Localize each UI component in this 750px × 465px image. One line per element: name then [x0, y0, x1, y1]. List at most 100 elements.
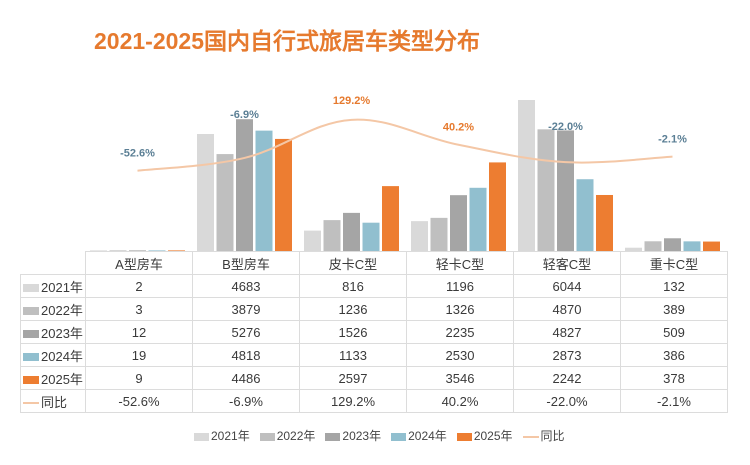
legend-key-icon: [23, 284, 39, 293]
legend-item-2023年: 2023年: [325, 427, 381, 444]
chart-title: 2021-2025国内自行式旅居车类型分布: [94, 28, 480, 54]
bar-2021年-A型房车: [90, 250, 107, 251]
bar-2023年-B型房车: [236, 119, 253, 252]
bar-2024年-重卡C型: [683, 241, 701, 251]
bar-key-icon: [259, 432, 275, 441]
table-cell: 2235: [406, 320, 514, 344]
table-cell: 12: [85, 320, 193, 344]
bars-group: [90, 100, 720, 252]
row-label: 2021年: [41, 279, 83, 295]
bar-key-icon: [325, 432, 341, 441]
table-row: 2021年 2 4683 816 1196 6044 132: [20, 274, 728, 298]
bar-2024年-轻卡C型: [469, 187, 487, 251]
row-label: 同比: [41, 394, 68, 410]
table-cell: 2: [85, 274, 193, 298]
column-header: 重卡C型: [620, 251, 728, 275]
table-cell: 19: [85, 343, 193, 367]
bar-2022年-重卡C型: [644, 241, 662, 251]
row-header: 2022年: [20, 297, 86, 321]
bar-2024年-轻客C型: [576, 179, 594, 251]
legend-key-icon: [23, 330, 39, 339]
row-header: 同比: [20, 389, 86, 413]
table-cell: 389: [620, 297, 728, 321]
bar-2024年-皮卡C型: [362, 222, 380, 251]
bar-2023年-轻卡C型: [450, 195, 467, 251]
legend-label: 2025年: [473, 429, 513, 443]
row-label: 2022年: [41, 302, 83, 318]
data-table: A型房车 B型房车 皮卡C型 轻卡C型 轻客C型 重卡C型 2021年 2 4683 816 119…: [20, 251, 728, 413]
bar-key-icon: [194, 432, 209, 441]
bar-2021年-B型房车: [197, 134, 214, 251]
bar-2025年-重卡C型: [703, 241, 720, 251]
legend-key-icon: [23, 402, 39, 405]
legend-item-2021年: 2021年: [194, 427, 250, 444]
bar-2025年-轻客C型: [596, 194, 613, 251]
yoy-label-B型房车: -6.9%: [230, 109, 259, 121]
legend: 2021年 2022年 2023年 2024年 2025年 同比: [194, 427, 575, 444]
table-cell: 3546: [406, 366, 514, 390]
table-corner: [20, 251, 86, 275]
table-cell: -6.9%: [192, 389, 300, 413]
table-cell: -2.1%: [620, 389, 728, 413]
table-cell: 1326: [406, 297, 514, 321]
table-cell: 4818: [192, 343, 300, 367]
yoy-line: [137, 118, 673, 172]
bar-2025年-B型房车: [275, 138, 292, 251]
table-cell: 1236: [299, 297, 407, 321]
row-header: 2023年: [20, 320, 86, 344]
line-labels-group: -52.6% -6.9% 129.2% 40.2% -22.0% -2.1%: [120, 95, 687, 160]
table-cell: 386: [620, 343, 728, 367]
legend-label: 2023年: [342, 429, 382, 443]
table-row: 2022年 3 3879 1236 1326 4870 389: [20, 297, 728, 321]
legend-label: 2021年: [211, 429, 250, 443]
table-cell: 2873: [513, 343, 621, 367]
bar-2022年-A型房车: [109, 250, 127, 251]
yoy-label-皮卡C型: 129.2%: [333, 95, 371, 107]
table-row: 2023年 12 5276 1526 2235 4827 509: [20, 320, 728, 344]
row-header: 2021年: [20, 274, 86, 298]
table-cell: 2597: [299, 366, 407, 390]
row-header: 2025年: [20, 366, 86, 390]
table-row: 2025年 9 4486 2597 3546 2242 378: [20, 366, 728, 390]
bar-2025年-A型房车: [168, 250, 185, 251]
table-cell: 6044: [513, 274, 621, 298]
table-cell: 9: [85, 366, 193, 390]
column-header: A型房车: [85, 251, 193, 275]
yoy-label-轻客C型: -22.0%: [548, 121, 583, 133]
line-key-icon: [522, 435, 539, 438]
table-cell: 4870: [513, 297, 621, 321]
table-cell: 509: [620, 320, 728, 344]
row-label: 2023年: [41, 325, 83, 341]
bar-2023年-A型房车: [129, 250, 146, 251]
table-cell: 4486: [192, 366, 300, 390]
legend-label: 同比: [540, 429, 565, 443]
bar-2021年-皮卡C型: [304, 230, 321, 251]
table-cell: 2530: [406, 343, 514, 367]
legend-key-icon: [23, 353, 39, 362]
table-cell: 2242: [513, 366, 621, 390]
column-header: B型房车: [192, 251, 300, 275]
legend-key-icon: [23, 376, 39, 385]
bar-2021年-重卡C型: [625, 247, 642, 251]
legend-key-icon: [23, 307, 39, 316]
bar-2021年-轻卡C型: [411, 221, 428, 251]
bar-2022年-B型房车: [216, 154, 234, 251]
line-group: [137, 118, 673, 172]
table-cell: 129.2%: [299, 389, 407, 413]
table-row: 同比 -52.6% -6.9% 129.2% 40.2% -22.0% -2.1%: [20, 389, 728, 413]
legend-item-同比: 同比: [522, 427, 565, 444]
yoy-label-A型房车: -52.6%: [120, 148, 155, 160]
bar-key-icon: [456, 432, 472, 441]
table-cell: 1133: [299, 343, 407, 367]
table-cell: -52.6%: [85, 389, 193, 413]
table-cell: 4827: [513, 320, 621, 344]
row-label: 2025年: [41, 371, 83, 387]
bar-2025年-皮卡C型: [382, 186, 399, 251]
legend-item-2024年: 2024年: [391, 427, 447, 444]
column-header: 轻卡C型: [406, 251, 514, 275]
bar-2023年-重卡C型: [664, 238, 681, 251]
bar-2023年-轻客C型: [557, 130, 574, 251]
bar-2022年-轻卡C型: [430, 217, 448, 251]
table-cell: 5276: [192, 320, 300, 344]
